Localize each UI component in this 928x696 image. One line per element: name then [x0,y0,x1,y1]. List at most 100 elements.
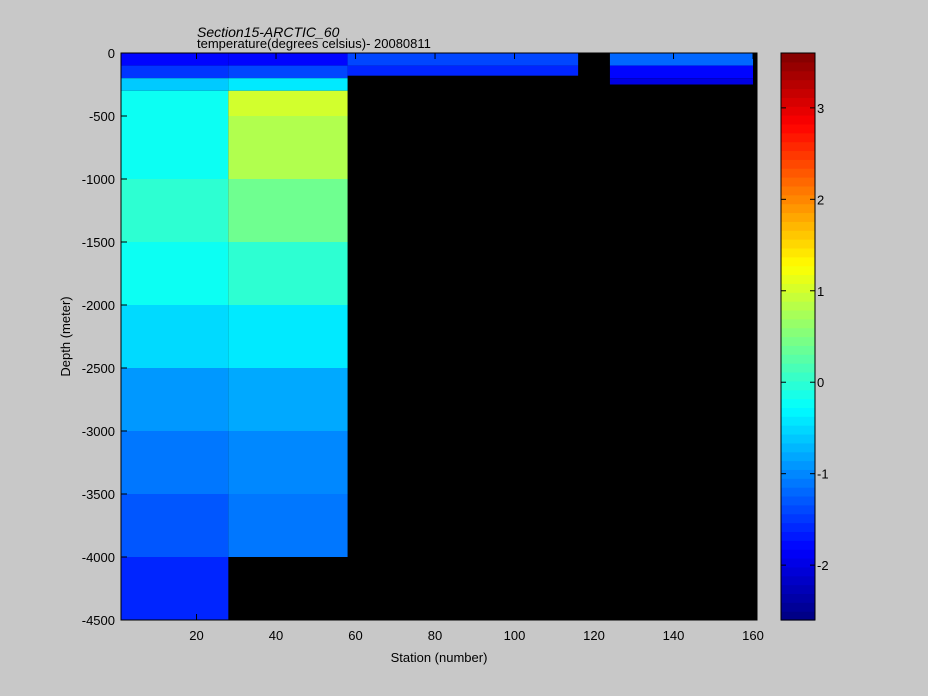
colorbar-strip [781,549,815,559]
colorbar-strip [781,230,815,240]
colorbar-strip [781,212,815,222]
colorbar-strip [781,593,815,603]
colorbar-strip [781,309,815,320]
colorbar-tick-label: -1 [817,467,829,482]
temperature-cell [347,65,579,76]
colorbar-strip [781,345,815,355]
x-tick-label: 100 [504,628,526,643]
colorbar-strip [781,354,815,364]
temperature-cell [228,179,348,242]
colorbar-tick-label: 1 [817,284,824,299]
colorbar-strip [781,79,815,90]
colorbar-strip [781,540,815,550]
colorbar-strip [781,327,815,338]
colorbar: -2 -1 0 1 2 3 [780,52,829,621]
temperature-cell [121,78,229,91]
x-axis-label: Station (number) [391,650,488,665]
colorbar-strip [781,265,815,276]
x-tick-label: 80 [428,628,442,643]
colorbar-strip [781,292,815,302]
colorbar-strip [781,97,815,107]
y-tick-label: -1000 [82,172,115,187]
colorbar-strip [781,389,815,400]
colorbar-strip [781,247,815,258]
colorbar-strip [781,132,815,143]
temperature-cell [121,179,229,242]
temperature-cell [228,53,348,66]
colorbar-strip [781,531,815,541]
temperature-cell [121,65,229,79]
colorbar-strip [781,425,815,435]
temperature-cell [121,90,229,116]
temperature-cell [609,53,754,66]
colorbar-strip [781,407,815,417]
temperature-cell [228,368,348,431]
colorbar-strip [781,168,815,178]
temperature-cell [121,431,229,494]
temperature-cell [121,242,229,305]
y-tick-label: -500 [89,109,115,124]
colorbar-strip [781,442,815,453]
temperature-cell [347,53,579,66]
temperature-cell [121,494,229,557]
chart-title: Section15-ARCTIC_60 [197,24,340,40]
colorbar-strip [781,177,815,187]
colorbar-tick-label: 3 [817,101,824,116]
colorbar-strip [781,469,815,479]
y-tick-label: -2500 [82,361,115,376]
colorbar-strip [781,70,815,81]
colorbar-strip [781,61,815,72]
colorbar-strip [781,522,815,533]
y-tick-label: -4500 [82,613,115,628]
colorbar-strip [781,203,815,214]
colorbar-strip [781,380,815,391]
x-tick-label: 40 [269,628,283,643]
temperature-cell [121,305,229,368]
colorbar-strip [781,283,815,293]
colorbar-strip [781,141,815,152]
colorbar-strip [781,557,815,568]
colorbar-strip [781,487,815,497]
x-tick-label: 20 [189,628,203,643]
chart-subtitle: temperature(degrees celsius)- 20080811 [197,36,431,51]
colorbar-strip [781,451,815,462]
temperature-cell [609,78,754,85]
temperature-cell [121,116,229,179]
temperature-cell [228,305,348,368]
colorbar-strip [781,336,815,346]
temperature-cell [228,242,348,305]
y-axis-label: Depth (meter) [58,296,73,376]
y-tick-label: -2000 [82,298,115,313]
temperature-cell [228,90,348,116]
y-tick-label: 0 [108,46,115,61]
colorbar-tick-label: 2 [817,192,824,207]
y-tick-label: -3500 [82,487,115,502]
colorbar-strip [781,221,815,231]
colorbar-strip [781,611,815,621]
colorbar-strip [781,256,815,267]
colorbar-strip [781,123,815,134]
temperature-cell [121,53,229,66]
colorbar-strip [781,460,815,470]
x-tick-label: 120 [583,628,605,643]
colorbar-strip [781,416,815,426]
colorbar-strip [781,239,815,249]
colorbar-strip [781,274,815,284]
colorbar-strip [781,150,815,160]
temperature-cell [121,368,229,431]
colorbar-strip [781,318,815,329]
temperature-cell [609,65,754,79]
plot-area [121,53,757,620]
temperature-cell [228,116,348,179]
colorbar-strip [781,478,815,488]
colorbar-strip [781,495,815,506]
colorbar-strip [781,194,815,205]
colorbar-strip [781,185,815,196]
x-tick-label: 60 [348,628,362,643]
x-tick-label: 140 [663,628,685,643]
temperature-cell [228,65,348,79]
colorbar-strip [781,433,815,444]
y-tick-label: -1500 [82,235,115,250]
colorbar-strip [781,584,815,595]
